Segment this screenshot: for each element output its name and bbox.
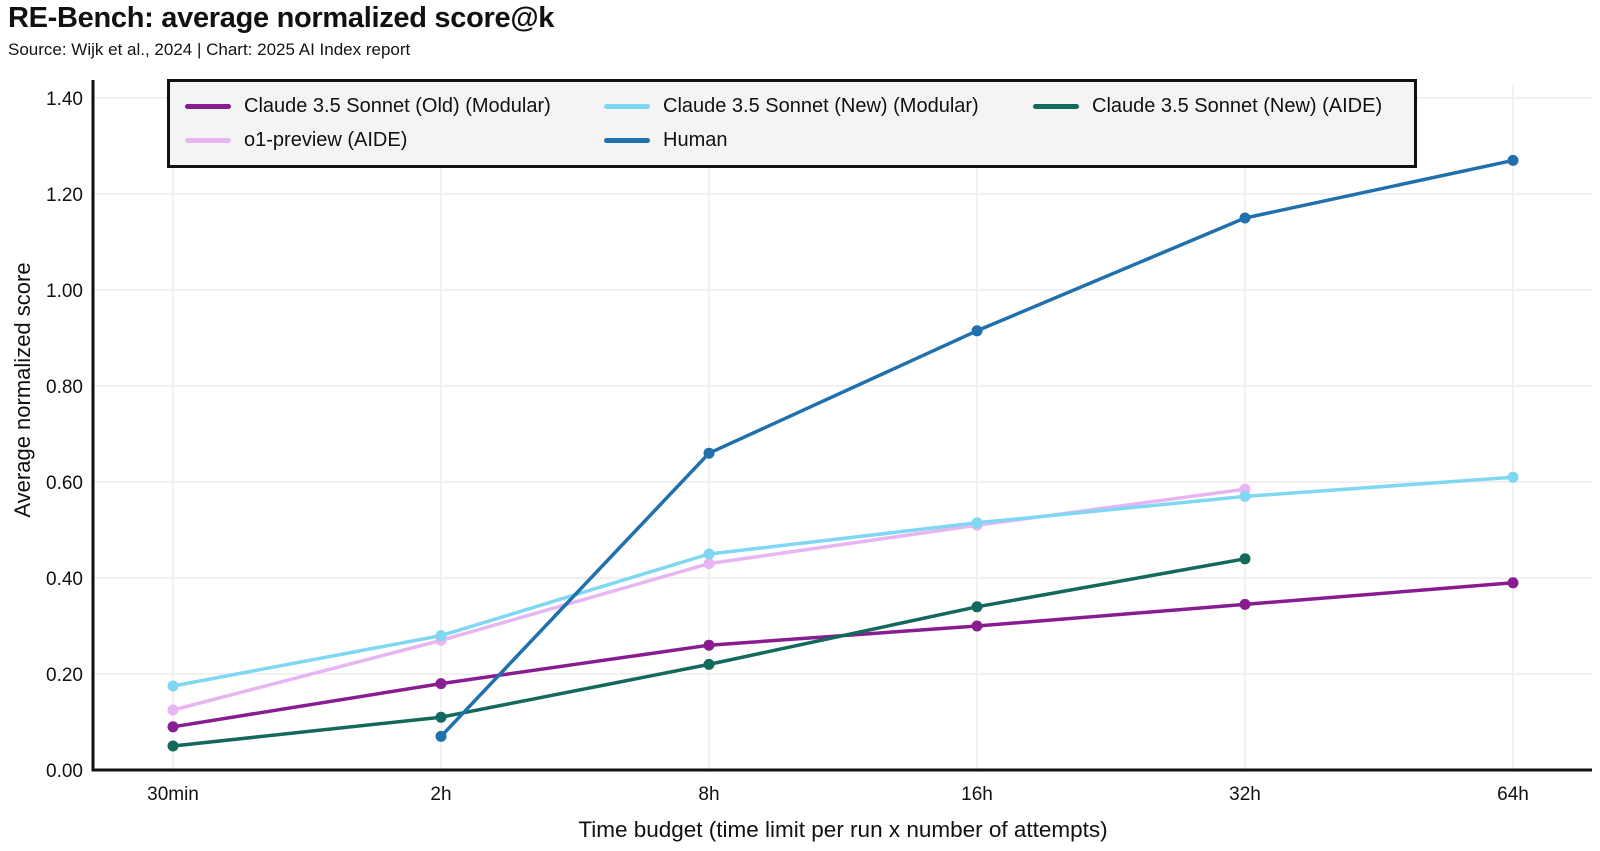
series-line: [171, 581, 1515, 729]
data-point: [1239, 490, 1251, 502]
legend-item: Claude 3.5 Sonnet (New) (AIDE): [1033, 95, 1414, 118]
data-point: [435, 711, 447, 723]
data-point: [971, 601, 983, 613]
y-tick-label: 1.20: [46, 185, 83, 206]
legend-swatch: [604, 138, 650, 143]
legend-swatch: [185, 138, 231, 143]
series-line: [171, 475, 1515, 688]
data-point: [1239, 598, 1251, 610]
legend-label: Human: [663, 129, 728, 151]
legend: Claude 3.5 Sonnet (Old) (Modular) Claude …: [167, 79, 1417, 168]
legend-swatch: [1033, 104, 1079, 109]
y-axis-label: Average normalized score: [10, 262, 35, 518]
legend-swatch: [604, 104, 650, 109]
y-tick-label: 1.00: [46, 281, 83, 302]
series-4: [435, 154, 1519, 742]
data-point: [435, 730, 447, 742]
data-point: [1507, 154, 1519, 166]
data-point: [167, 721, 179, 733]
y-tick-label: 0.40: [46, 569, 83, 590]
y-tick-label: 0.00: [46, 761, 83, 782]
x-tick-label: 30min: [147, 784, 199, 805]
series-1: [167, 471, 1519, 692]
data-point: [435, 678, 447, 690]
legend-item: Human: [604, 129, 1033, 152]
data-point: [703, 447, 715, 459]
data-point: [703, 548, 715, 560]
x-axis-label: Time budget (time limit per run x number…: [578, 817, 1108, 842]
legend-swatch: [185, 104, 231, 109]
x-tick-label: 16h: [961, 784, 993, 805]
legend-item: o1-preview (AIDE): [185, 129, 604, 152]
data-point: [167, 704, 179, 716]
legend-item: Claude 3.5 Sonnet (Old) (Modular): [185, 95, 604, 118]
data-point: [703, 639, 715, 651]
y-tick-label: 1.40: [46, 89, 83, 110]
data-point: [1507, 577, 1519, 589]
legend-label: o1-preview (AIDE): [244, 129, 408, 151]
page-title: RE-Bench: average normalized score@k: [8, 2, 555, 34]
x-tick-label: 32h: [1229, 784, 1261, 805]
x-tick-label: 64h: [1497, 784, 1529, 805]
data-point: [971, 325, 983, 337]
series-2: [167, 553, 1251, 752]
data-point: [703, 658, 715, 670]
x-tick-label: 2h: [430, 784, 451, 805]
legend-item: Claude 3.5 Sonnet (New) (Modular): [604, 95, 1033, 118]
data-point: [1507, 471, 1519, 483]
data-point: [435, 630, 447, 642]
data-point: [703, 558, 715, 570]
y-tick-label: 0.80: [46, 377, 83, 398]
chart-source: Source: Wijk et al., 2024 | Chart: 2025 …: [8, 40, 411, 59]
legend-label: Claude 3.5 Sonnet (New) (Modular): [663, 95, 979, 117]
data-point: [1239, 212, 1251, 224]
data-point: [167, 740, 179, 752]
axes: [91, 80, 1592, 772]
data-point: [1239, 553, 1251, 565]
y-tick-label: 0.60: [46, 473, 83, 494]
legend-label: Claude 3.5 Sonnet (Old) (Modular): [244, 95, 551, 117]
x-tick-label: 8h: [698, 784, 719, 805]
legend-label: Claude 3.5 Sonnet (New) (AIDE): [1092, 95, 1383, 117]
series-0: [167, 577, 1519, 733]
data-point: [167, 680, 179, 692]
tick-labels: 0.00 0.20 0.40 0.60 0.80 1.00 1.20 1.40 30min 2h 8…: [46, 89, 1529, 805]
data-point: [971, 620, 983, 632]
data-point: [971, 517, 983, 529]
gridlines: [93, 85, 1592, 770]
y-tick-label: 0.20: [46, 665, 83, 686]
